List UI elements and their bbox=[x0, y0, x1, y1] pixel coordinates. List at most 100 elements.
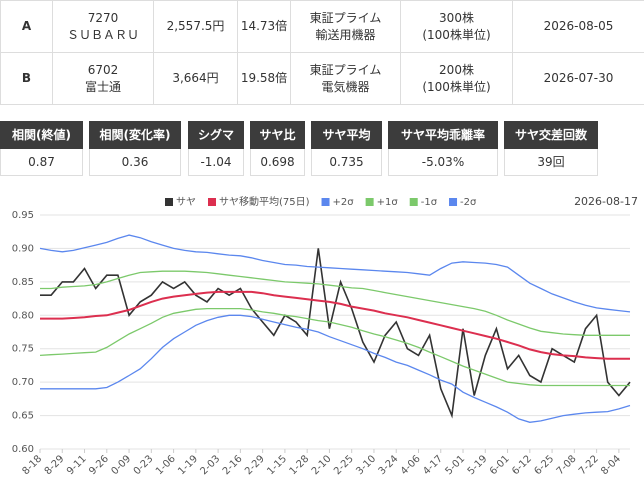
stat-value: 0.735 bbox=[311, 149, 382, 176]
y-tick-label: 0.70 bbox=[12, 377, 34, 388]
stock-label-text: B bbox=[21, 71, 32, 85]
stock-date: 2026-07-30 bbox=[512, 52, 644, 105]
stat-value: 0.87 bbox=[0, 149, 83, 176]
x-tick-label: 4-17 bbox=[421, 453, 445, 477]
stock-per: 19.58倍 bbox=[237, 52, 291, 105]
series-line bbox=[40, 314, 631, 423]
stat-header: サヤ平均乖離率 bbox=[388, 121, 498, 149]
x-tick-label: 1-28 bbox=[288, 453, 312, 477]
stock-market-text: 電気機器 bbox=[321, 79, 370, 94]
stock-shares-text: 200株 bbox=[439, 62, 474, 77]
stat-header: 相関(終値) bbox=[0, 121, 83, 149]
chart: 2026-08-17 0.60 0.65 0.70 0.75 0.80 0.85 0.90 0… bbox=[12, 195, 638, 477]
x-tick-label: 6-01 bbox=[488, 453, 512, 477]
chart-date: 2026-08-17 bbox=[574, 195, 638, 208]
series-line bbox=[40, 270, 630, 336]
x-tick-label: 6-12 bbox=[510, 453, 534, 477]
stat-header: サヤ交差回数 bbox=[504, 121, 598, 149]
series-line bbox=[40, 248, 631, 419]
legend-label: +1σ bbox=[377, 197, 399, 208]
stock-name-text: 富士通 bbox=[84, 79, 121, 94]
stock-date-text: 2026-07-30 bbox=[543, 71, 614, 85]
stock-shares: 200株 (100株単位) bbox=[400, 52, 513, 105]
legend-label: +2σ bbox=[333, 197, 355, 208]
stock-name-text: ＳＵＢＡＲＵ bbox=[66, 27, 139, 42]
x-tick-label: 5-01 bbox=[443, 453, 467, 477]
stock-table: A 7270 ＳＵＢＡＲＵ 2,557.5円 14.73倍 東証プライム 輸送用機器 300株… bbox=[0, 0, 644, 105]
stock-label-text: A bbox=[21, 19, 32, 33]
y-tick-label: 0.75 bbox=[12, 344, 34, 355]
x-tick-label: 7-22 bbox=[577, 453, 601, 477]
x-tick-label: 4-06 bbox=[399, 453, 423, 477]
stock-row: A 7270 ＳＵＢＡＲＵ 2,557.5円 14.73倍 東証プライム 輸送用機器 300株… bbox=[0, 0, 644, 53]
stat-value: 39回 bbox=[504, 149, 598, 176]
y-tick-label: 0.85 bbox=[12, 277, 34, 288]
x-tick-label: 6-25 bbox=[532, 453, 556, 477]
x-tick-label: 1-19 bbox=[176, 453, 200, 477]
legend-swatch bbox=[449, 198, 458, 206]
stock-date-text: 2026-08-05 bbox=[543, 19, 614, 33]
stock-shares: 300株 (100株単位) bbox=[400, 0, 513, 53]
stock-market-text: 東証プライム bbox=[309, 10, 382, 25]
legend-label: -2σ bbox=[460, 197, 477, 208]
stock-per-text: 14.73倍 bbox=[240, 19, 288, 33]
series-line bbox=[40, 290, 630, 360]
stock-price: 3,664円 bbox=[153, 52, 238, 105]
y-tick-label: 0.65 bbox=[12, 411, 34, 422]
x-tick-label: 2-25 bbox=[332, 453, 356, 477]
stock-price-text: 2,557.5円 bbox=[166, 19, 225, 33]
y-tick-label: 0.60 bbox=[12, 444, 34, 455]
stock-row: B 6702 富士通 3,664円 19.58倍 東証プライム 電気機器 200株 (100株単… bbox=[0, 52, 644, 105]
stock-shares-text: 300株 bbox=[439, 10, 474, 25]
stat-header: シグマ bbox=[188, 121, 244, 149]
x-tick-label: 7-08 bbox=[555, 453, 579, 477]
x-tick-label: 1-15 bbox=[265, 453, 289, 477]
stat-header: サヤ比 bbox=[250, 121, 305, 149]
y-tick-label: 0.80 bbox=[12, 310, 34, 321]
stock-name-text: 7270 bbox=[87, 10, 119, 25]
x-tick-label: 8-04 bbox=[599, 453, 623, 477]
stock-market: 東証プライム 電気機器 bbox=[290, 52, 401, 105]
x-tick-label: 0-09 bbox=[109, 453, 133, 477]
stock-market-text: 東証プライム bbox=[309, 62, 382, 77]
series-line bbox=[39, 307, 630, 387]
stock-market: 東証プライム 輸送用機器 bbox=[290, 0, 401, 53]
stock-per: 14.73倍 bbox=[237, 0, 291, 53]
y-tick-label: 0.90 bbox=[12, 243, 34, 254]
x-tick-label: 8-18 bbox=[20, 453, 44, 477]
stock-per-text: 19.58倍 bbox=[240, 71, 288, 85]
legend-swatch bbox=[365, 198, 374, 206]
stock-shares-text: (100株単位) bbox=[422, 27, 491, 42]
stock-shares-text: (100株単位) bbox=[422, 79, 491, 94]
legend-swatch bbox=[409, 198, 418, 206]
x-tick-label: 2-29 bbox=[243, 453, 267, 477]
stat-value: -5.03% bbox=[388, 149, 498, 176]
x-tick-label: 2-10 bbox=[310, 453, 334, 477]
x-tick-label: 8-29 bbox=[43, 453, 67, 477]
x-tick-label: 2-03 bbox=[199, 453, 223, 477]
legend-swatch bbox=[208, 198, 216, 206]
legend-swatch bbox=[321, 198, 330, 206]
y-tick-label: 0.95 bbox=[12, 210, 34, 221]
stock-price: 2,557.5円 bbox=[153, 0, 238, 53]
stat-value: -1.04 bbox=[188, 149, 244, 176]
stock-label: B bbox=[0, 52, 53, 105]
x-tick-label: 3-10 bbox=[354, 453, 378, 477]
x-tick-label: 3-24 bbox=[377, 453, 401, 477]
stat-header: 相関(変化率) bbox=[89, 121, 181, 149]
x-tick-label: 0-23 bbox=[132, 453, 156, 477]
legend-label: -1σ bbox=[421, 197, 438, 208]
stock-label: A bbox=[0, 0, 53, 53]
stock-market-text: 輸送用機器 bbox=[315, 27, 376, 42]
stock-name: 6702 富士通 bbox=[52, 52, 154, 105]
stat-value: 0.698 bbox=[250, 149, 305, 176]
series-line bbox=[39, 234, 631, 313]
x-tick-label: 2-16 bbox=[221, 453, 245, 477]
stat-header: サヤ平均 bbox=[311, 121, 382, 149]
stat-value: 0.36 bbox=[89, 149, 181, 176]
x-tick-label: 9-11 bbox=[65, 453, 89, 477]
legend-label: サヤ移動平均(75日) bbox=[219, 195, 310, 208]
stock-name: 7270 ＳＵＢＡＲＵ bbox=[52, 0, 154, 53]
x-tick-label: 5-19 bbox=[466, 453, 490, 477]
